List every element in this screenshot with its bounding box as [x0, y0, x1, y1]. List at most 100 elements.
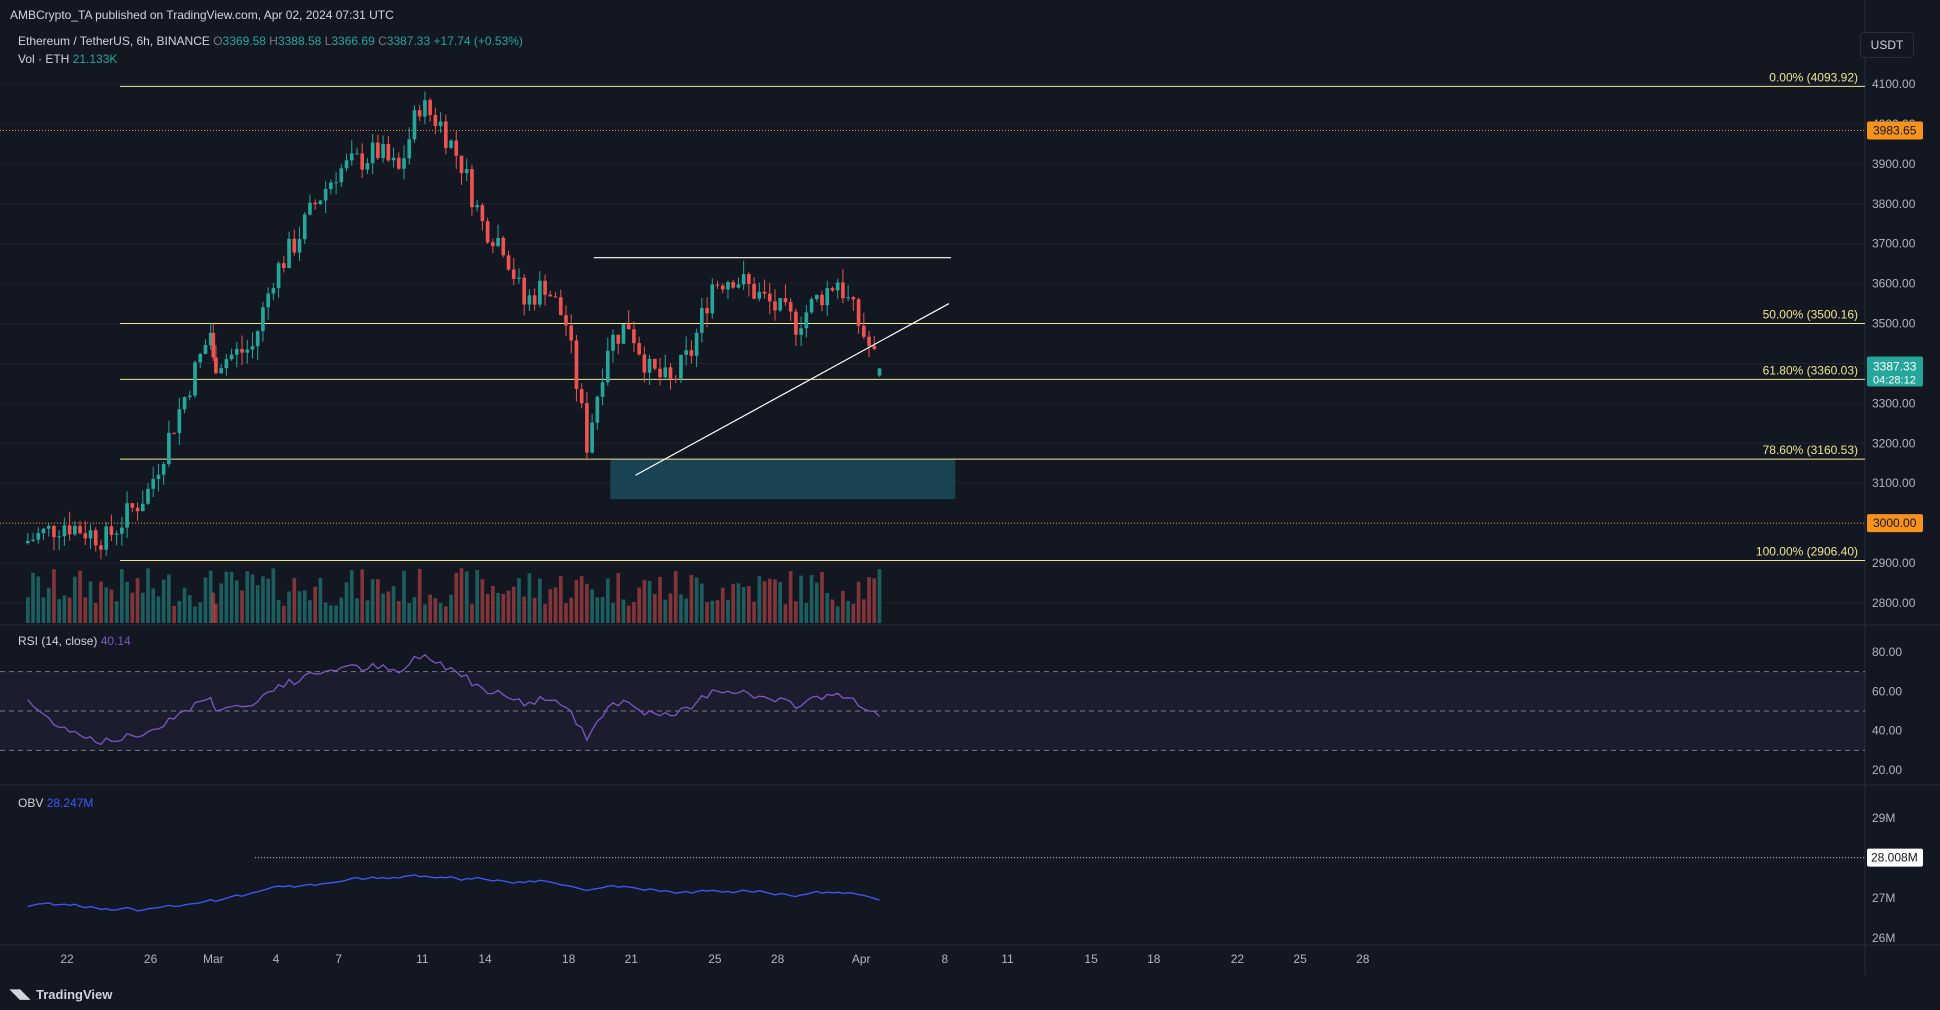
obv-label[interactable]: OBV: [18, 796, 44, 810]
candle-body: [114, 533, 119, 535]
volume-bar: [820, 571, 824, 623]
candle-body: [182, 397, 187, 410]
publisher-line: AMBCrypto_TA published on TradingView.co…: [10, 8, 394, 22]
volume-bar: [700, 583, 704, 623]
volume-bar: [449, 594, 453, 623]
volume-bar: [323, 602, 328, 623]
volume-bar: [673, 570, 678, 623]
volume-bar: [443, 606, 448, 623]
candle-body: [104, 526, 109, 550]
candle-body: [193, 362, 197, 396]
candle-body: [454, 140, 459, 156]
volume-bar: [752, 601, 756, 623]
volume-bar: [302, 590, 307, 623]
countdown-label: 04:28:12: [1873, 375, 1916, 387]
obv-tick-label: 26M: [1872, 931, 1895, 945]
price-tick-label: 3100.00: [1872, 476, 1916, 490]
candle-body: [679, 354, 683, 379]
marker-high-tag: 3983.65: [1873, 123, 1917, 137]
candle-body: [522, 277, 527, 305]
candle-body: [313, 202, 318, 205]
rsi-tick-label: 80.00: [1872, 645, 1902, 659]
obv-legend: OBV 28.247M: [18, 796, 93, 810]
volume-bar: [804, 602, 809, 623]
candle-body: [726, 282, 730, 290]
volume-bar: [78, 570, 82, 623]
currency-button[interactable]: USDT: [1860, 32, 1914, 58]
volume-label: Vol · ETH: [18, 52, 70, 66]
volume-bar: [642, 579, 647, 623]
change-value: +17.74 (+0.53%): [433, 34, 523, 48]
volume-bar: [809, 575, 814, 623]
time-tick-label: 25: [708, 952, 722, 966]
volume-bar: [626, 605, 631, 623]
volume-bar: [297, 591, 302, 623]
tradingview-footer[interactable]: ◥◣ TradingView: [10, 986, 112, 1002]
obv-current-tag-bg: [1867, 848, 1923, 867]
volume-bar: [177, 600, 182, 623]
candle-body: [318, 200, 323, 205]
volume-bar: [25, 597, 30, 623]
candle-body: [595, 396, 600, 423]
volume-bar: [506, 590, 511, 623]
volume-bar: [538, 578, 542, 623]
candle-body: [637, 343, 641, 355]
time-tick-label: 18: [562, 952, 576, 966]
candle-body: [370, 142, 375, 164]
candle-body: [292, 238, 297, 253]
candle-body: [417, 110, 422, 117]
candle-body: [41, 528, 46, 534]
volume-bar: [67, 597, 72, 623]
volume-bar: [663, 599, 668, 623]
volume-bar: [621, 599, 626, 623]
candle-body: [825, 288, 830, 306]
candle-body: [329, 182, 333, 190]
volume-bar: [99, 581, 103, 623]
candle-body: [511, 269, 516, 279]
price-tick-label: 3700.00: [1872, 237, 1916, 251]
candle-body: [402, 158, 406, 169]
volume-bar: [57, 599, 61, 623]
demand-zone: [0, 129, 1865, 524]
candle-body: [386, 143, 391, 161]
axes: 4100.004000.003900.003800.003700.003600.…: [0, 77, 1940, 966]
volume-bar: [773, 579, 777, 623]
candle-body: [605, 350, 610, 383]
volume-bar: [548, 589, 553, 623]
open-label: O: [213, 34, 223, 48]
current-price-label: 3387.33: [1873, 360, 1917, 374]
demand-zone-rect: [610, 459, 956, 500]
candle-body: [835, 282, 840, 291]
volume-bar: [234, 580, 239, 623]
rsi-label[interactable]: RSI (14, close): [18, 634, 98, 648]
pair-label[interactable]: Ethereum / TetherUS, 6h, BINANCE: [18, 34, 210, 48]
volume-bar: [318, 577, 323, 623]
candle-body: [517, 277, 521, 279]
volume-bar: [36, 576, 41, 623]
volume-bar: [167, 574, 171, 623]
rsi-tick-label: 60.00: [1872, 684, 1902, 698]
candle-body: [140, 503, 145, 512]
volume-bar: [376, 579, 380, 623]
price-tick-label: 3300.00: [1872, 396, 1916, 410]
candle-body: [548, 294, 553, 297]
volume-bar: [574, 579, 579, 623]
volume-bar: [355, 598, 359, 623]
volume-bar: [715, 600, 720, 623]
volume-bar: [391, 586, 396, 623]
fib-retracement: 0.00% (4093.92) 50.00% (3500.16) 61.80% (3…: [120, 70, 1865, 562]
volume-bar: [851, 603, 856, 623]
candle-body: [83, 533, 88, 539]
trendlines: [593, 257, 952, 476]
candle-body: [741, 274, 746, 285]
candle-body: [773, 301, 777, 311]
price-tick-label: 2900.00: [1872, 556, 1916, 570]
candle-body: [799, 328, 803, 335]
volume-bar: [543, 603, 547, 623]
candle-body: [506, 255, 511, 270]
volume-bar: [757, 576, 762, 623]
candle-body: [376, 142, 380, 159]
volume-bar: [841, 590, 845, 623]
volume-bar: [684, 598, 688, 623]
